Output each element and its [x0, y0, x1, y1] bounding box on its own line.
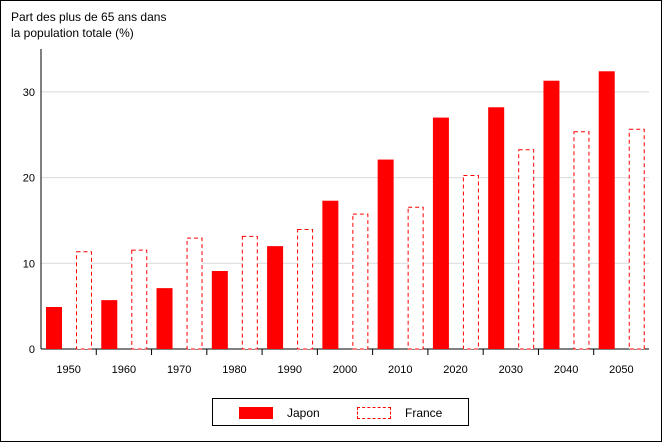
bar-japon-2050 — [598, 71, 615, 350]
legend-label-france: France — [405, 406, 443, 420]
x-tick-label-1970: 1970 — [167, 364, 191, 376]
legend-item-france: France — [357, 405, 442, 421]
bar-france-2030 — [518, 149, 535, 350]
bar-france-2000 — [352, 213, 369, 350]
bar-japon-2030 — [488, 107, 505, 350]
y-tick-label-20: 20 — [23, 173, 35, 185]
bar-france-1960 — [131, 249, 148, 350]
bar-france-2040 — [573, 131, 590, 350]
bar-japon-1950 — [46, 307, 62, 349]
x-tick-label-1950: 1950 — [56, 364, 80, 376]
bar-france-1950 — [76, 251, 92, 350]
bar-japon-1970 — [156, 288, 173, 349]
x-tick-label-1990: 1990 — [277, 364, 301, 376]
y-axis-title-line-2: la population totale (%) — [11, 26, 134, 40]
x-tick-label-2040: 2040 — [554, 364, 578, 376]
y-tick-label-30: 30 — [23, 87, 35, 99]
bar-france-1970 — [186, 237, 203, 350]
y-axis-title-line-1: Part des plus de 65 ans dans — [11, 10, 167, 24]
x-tick-label-1960: 1960 — [112, 364, 136, 376]
x-tick-label-2050: 2050 — [609, 364, 633, 376]
bar-france-2010 — [407, 206, 424, 350]
bar-france-2020 — [462, 175, 479, 350]
legend-swatch-japon — [239, 407, 273, 419]
bar-japon-1990 — [267, 246, 284, 349]
x-tick-label-2010: 2010 — [388, 364, 412, 376]
bar-japon-2020 — [432, 117, 449, 349]
x-tick-label-1980: 1980 — [222, 364, 246, 376]
legend-swatch-france — [357, 407, 391, 419]
y-tick-label-10: 10 — [23, 258, 35, 270]
bar-japon-2000 — [322, 200, 339, 349]
bar-japon-2040 — [543, 80, 560, 349]
x-tick-label-2030: 2030 — [499, 364, 523, 376]
legend-label-japon: Japon — [287, 406, 320, 420]
bar-france-2050 — [628, 128, 645, 350]
bar-japon-1960 — [101, 300, 118, 349]
bar-france-1980 — [241, 235, 258, 350]
legend: Japon France — [212, 398, 469, 426]
y-tick-label-0: 0 — [29, 344, 35, 356]
legend-item-japon: Japon — [239, 405, 320, 421]
bar-japon-2010 — [377, 159, 394, 349]
x-tick-label-2020: 2020 — [443, 364, 467, 376]
y-axis-title: Part des plus de 65 ans dans la populati… — [11, 9, 251, 41]
bar-japon-1980 — [211, 271, 228, 349]
bar-france-1990 — [297, 229, 314, 350]
x-tick-label-2000: 2000 — [333, 364, 357, 376]
